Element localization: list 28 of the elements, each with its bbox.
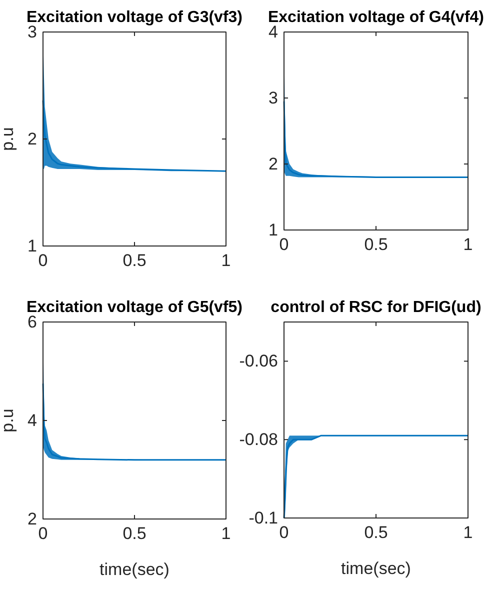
x-tick-label: 1 (463, 235, 473, 254)
x-axis-title: time(sec) (341, 559, 411, 578)
x-tick-label: 0 (279, 235, 289, 254)
x-tick-label: 1 (221, 251, 231, 270)
x-tick-label: 0.5 (122, 251, 146, 270)
y-tick-label: 2 (28, 509, 37, 528)
chart-title: control of RSC for DFIG(ud) (270, 299, 482, 316)
y-axis-title: p.u (0, 408, 17, 432)
x-tick-label: 1 (463, 523, 473, 542)
line-series (42, 382, 227, 461)
y-axis-title: p.u (0, 127, 17, 151)
y-tick-label: -0.08 (239, 430, 278, 450)
y-tick-label: 2 (28, 129, 37, 148)
y-tick-label: 1 (268, 220, 278, 240)
x-tick-label: 0.5 (364, 523, 388, 542)
y-tick-label: -0.1 (248, 508, 278, 528)
y-tick-label: 2 (268, 154, 278, 174)
x-tick-label: 1 (221, 524, 231, 544)
x-tick-label: 0.5 (122, 524, 146, 544)
x-tick-label: 0 (38, 524, 48, 544)
y-tick-label: -0.06 (239, 352, 278, 371)
x-axis-title: time(sec) (100, 560, 170, 579)
line-series (283, 100, 469, 178)
x-tick-label: 0.5 (364, 235, 388, 254)
y-tick-label: 4 (28, 410, 37, 430)
x-tick-label: 0 (38, 251, 48, 270)
x-tick-label: 0 (279, 523, 289, 542)
y-tick-label: 3 (268, 88, 278, 108)
